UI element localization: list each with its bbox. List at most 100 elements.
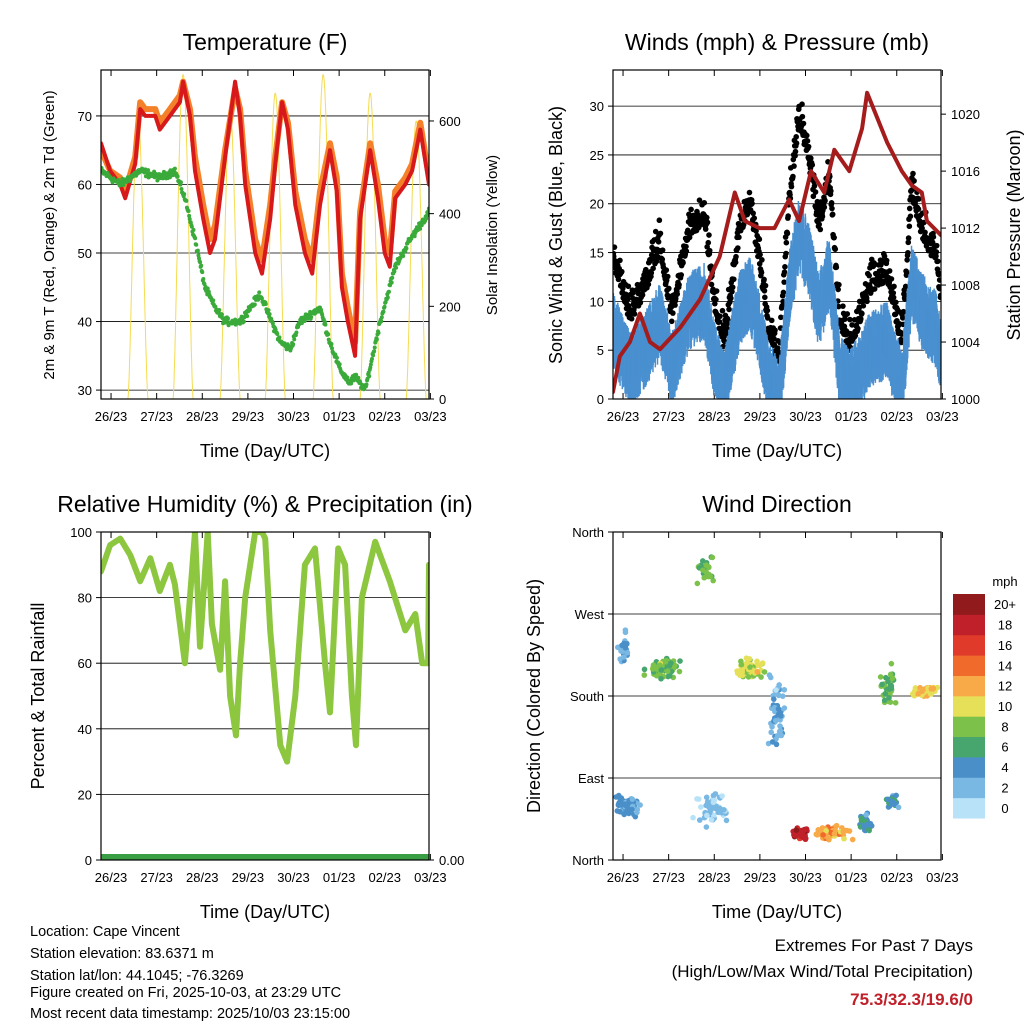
gust-point (657, 230, 664, 237)
direction-point (710, 792, 717, 799)
gust-point (703, 214, 710, 221)
gust-point (761, 276, 767, 283)
direction-point (624, 649, 631, 656)
dewpoint-point (302, 318, 307, 323)
gust-point (911, 178, 917, 184)
gust-point (729, 288, 735, 295)
dewpoint-point (404, 246, 409, 251)
gust-point (723, 329, 730, 336)
gust-point (645, 281, 652, 288)
dewpoint-point (401, 253, 406, 258)
x-axis-label: Time (Day/UTC) (200, 441, 330, 461)
gust-point (680, 260, 686, 266)
dewpoint-point (418, 226, 423, 231)
y2-tick-label: 1016 (951, 164, 980, 179)
gust-point (749, 200, 755, 207)
gust-point (704, 219, 711, 226)
gust-point (613, 244, 618, 250)
winds-pressure-panel: Winds (mph) & Pressure (mb) Time (Day/UTC… (546, 29, 1024, 461)
direction-point (757, 662, 763, 669)
gust-point (810, 193, 817, 200)
y2-tick-label: 400 (439, 207, 461, 222)
direction-point (815, 830, 822, 836)
direction-point (734, 670, 741, 676)
gust-point (728, 295, 734, 301)
dewpoint-point (182, 192, 187, 197)
x-axis-label: Time (Day/UTC) (200, 902, 330, 922)
dewpoint-point (211, 298, 216, 303)
direction-point (723, 817, 730, 824)
direction-point (912, 685, 919, 691)
gust-point (625, 283, 632, 290)
y-tick-label: 10 (590, 294, 604, 309)
colorbar-swatch (953, 756, 985, 778)
direction-point (622, 629, 629, 636)
direction-point (758, 674, 764, 680)
dewpoint-point (241, 319, 246, 324)
dewpoint-point (201, 277, 206, 282)
dewpoint-point (266, 308, 271, 313)
dewpoint-point (419, 223, 424, 228)
gust-point (904, 257, 910, 263)
x-tick-label: 27/23 (140, 870, 173, 885)
gust-point (816, 221, 822, 228)
y2-tick-label: 1012 (951, 221, 980, 236)
gust-point (903, 269, 910, 276)
gust-point (764, 307, 771, 314)
direction-point (761, 669, 768, 675)
gust-point (936, 277, 941, 283)
gust-point (890, 290, 897, 296)
gust-point (793, 140, 800, 146)
pressure-line (613, 90, 941, 394)
direction-point (721, 806, 727, 813)
direction-point (738, 661, 745, 668)
direction-point (704, 812, 710, 819)
dewpoint-point (198, 260, 203, 265)
gust-point (780, 289, 787, 296)
gust-point (781, 269, 788, 275)
dewpoint-point (257, 290, 262, 295)
direction-point (779, 693, 786, 699)
dewpoint-point (326, 332, 331, 337)
gust-point (831, 234, 837, 241)
direction-point (634, 806, 641, 813)
gust-point (829, 205, 835, 212)
y-axis-label: Direction (Colored By Speed) (524, 579, 544, 813)
gust-point (778, 314, 784, 321)
gust-point (811, 183, 818, 189)
dewpoint-point (205, 286, 210, 291)
colorbar-swatch (953, 736, 985, 758)
y-tick-label: East (578, 771, 604, 786)
y-axis-label: Percent & Total Rainfall (28, 603, 48, 790)
gust-point (686, 234, 693, 241)
colorbar-label: 6 (1001, 740, 1008, 755)
colorbar-label: 20+ (994, 597, 1016, 612)
x-tick-label: 02/23 (880, 870, 913, 885)
gust-point (832, 246, 839, 252)
colorbar-swatch (953, 695, 985, 717)
gust-point (729, 284, 736, 291)
gust-point (840, 303, 846, 309)
dewpoint-point (351, 378, 356, 383)
direction-point (621, 654, 627, 660)
gust-point (643, 266, 649, 273)
gust-point (844, 311, 851, 317)
direction-point (629, 806, 635, 813)
gust-point (625, 296, 631, 302)
dewpoint-point (200, 270, 205, 275)
x-tick-label: 28/23 (698, 409, 731, 424)
gust-point (716, 319, 723, 325)
gust-point (799, 101, 805, 108)
dewpoint-point (259, 296, 264, 301)
y-tick-label: 60 (78, 177, 92, 192)
gust-point (828, 188, 834, 194)
x-tick-label: 27/23 (652, 870, 685, 885)
direction-point (629, 796, 636, 802)
dewpoint-point (372, 345, 377, 350)
dewpoint-point (186, 209, 191, 214)
x-tick-label: 02/23 (368, 409, 401, 424)
gust-point (906, 223, 913, 230)
gust-point (663, 267, 670, 273)
dewpoint-point (371, 353, 376, 358)
direction-point (658, 675, 664, 682)
